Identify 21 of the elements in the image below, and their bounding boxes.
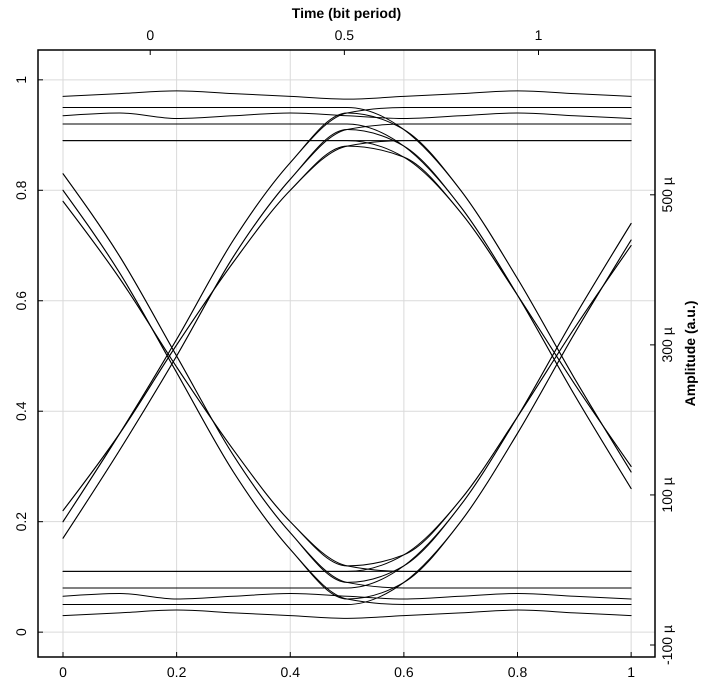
x-tick-label: 1 [627, 664, 636, 680]
y2-tick-label: 300 µ [659, 327, 675, 363]
y-tick-label: 0.6 [13, 290, 29, 310]
y-tick-label: 1 [13, 76, 29, 84]
y-tick-label: 0.4 [13, 401, 29, 421]
y2-tick-label: 100 µ [659, 477, 675, 513]
x-tick-label: 0.6 [394, 664, 414, 680]
x-tick-label: 0.2 [166, 664, 187, 680]
x2-tick-label: 1 [534, 27, 543, 43]
x2-tick-label: 0.5 [334, 27, 354, 43]
x2-axis-title: Time (bit period) [292, 5, 402, 21]
y-tick-label: 0 [13, 628, 29, 636]
y-tick-label: 0.8 [13, 180, 29, 200]
y-tick-label: 0.2 [13, 512, 29, 532]
x-tick-label: 0.8 [508, 664, 528, 680]
x2-tick-label: 0 [146, 27, 154, 43]
x-tick-label: 0 [59, 664, 68, 680]
y2-tick-label: 500 µ [659, 177, 675, 212]
x-tick-label: 0.4 [280, 664, 300, 680]
y2-tick-label: -100 µ [659, 625, 675, 665]
y2-axis-title: Amplitude (a.u.) [682, 300, 698, 406]
